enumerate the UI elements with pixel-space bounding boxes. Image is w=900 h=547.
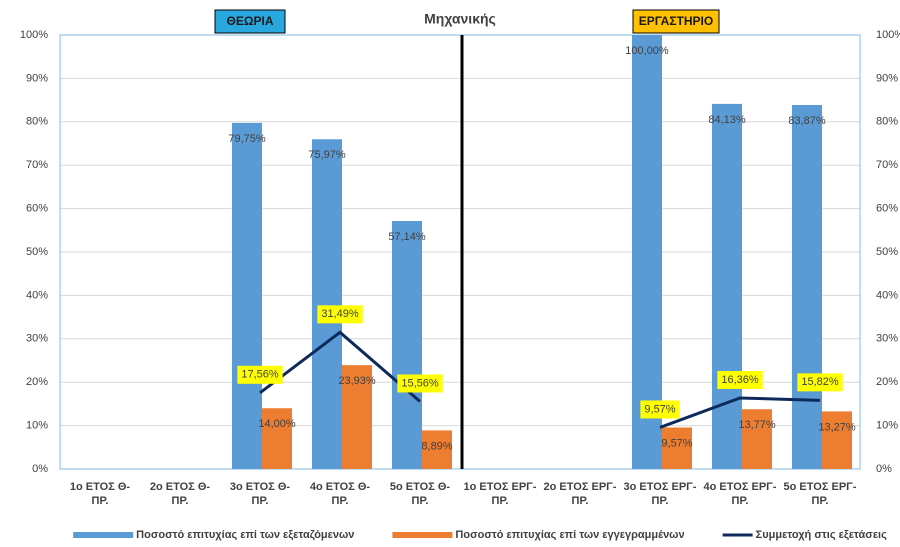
annotation: ΕΡΓΑΣΤΗΡΙΟ	[639, 14, 713, 28]
data-label: 16,36%	[721, 374, 759, 386]
data-label-box	[237, 365, 283, 384]
y2-tick-label: 20%	[876, 376, 898, 388]
x-tick-label: 2ο ΕΤΟΣ ΕΡΓ- ΠΡ.	[543, 481, 617, 507]
annotation-box	[214, 9, 286, 34]
x-tick-label: 5ο ΕΤΟΣ ΕΡΓ- ΠΡ.	[783, 481, 857, 507]
bar	[792, 105, 822, 469]
y2-tick-label: 100%	[876, 29, 900, 41]
y2-tick-label: 0%	[876, 463, 892, 475]
data-label: 9,57%	[661, 437, 692, 449]
legend-label: Συμμετοχή στις εξετάσεις	[756, 529, 887, 541]
bar	[662, 427, 692, 469]
y-tick-label: 40%	[26, 289, 48, 301]
bar	[822, 411, 852, 469]
legend-item: Συμμετοχή στις εξετάσεις	[722, 529, 887, 541]
line	[659, 396, 821, 429]
y-tick-label: 50%	[26, 246, 48, 258]
legend-label: Ποσοστό επιτυχίας επί των εγγεγραμμένων	[455, 529, 684, 541]
data-label: 15,82%	[801, 376, 839, 388]
legend-item: Ποσοστό επιτυχίας επί των εγγεγραμμένων	[392, 529, 685, 541]
y2-tick-label: 60%	[876, 203, 898, 215]
data-label: 84,13%	[708, 114, 746, 126]
legend-item: Ποσοστό επιτυχίας επί των εξεταζόμενων	[73, 529, 354, 541]
bar	[262, 408, 292, 469]
bar	[632, 35, 662, 469]
x-tick-label: 1ο ΕΤΟΣ ΕΡΓ- ΠΡ.	[463, 481, 537, 507]
y2-tick-label: 30%	[876, 333, 898, 345]
y-tick-label: 90%	[26, 72, 48, 84]
data-label: 57,14%	[388, 231, 426, 243]
annotation-box	[632, 9, 720, 34]
data-label: 100,00%	[625, 45, 669, 57]
data-label: 79,75%	[228, 133, 266, 145]
data-label: 13,77%	[738, 419, 776, 431]
y-tick-label: 80%	[26, 116, 48, 128]
y2-tick-label: 10%	[876, 420, 898, 432]
data-label: 83,87%	[788, 115, 826, 127]
data-label: 17,56%	[241, 369, 279, 381]
data-label-box	[717, 370, 763, 389]
data-label: 75,97%	[308, 149, 346, 161]
x-tick-label: 4ο ΕΤΟΣ ΕΡΓ- ΠΡ.	[703, 481, 777, 507]
data-label: 9,57%	[644, 403, 675, 415]
y-tick-label: 10%	[26, 420, 48, 432]
bar	[742, 409, 772, 469]
y2-tick-label: 80%	[876, 116, 898, 128]
data-label-box	[397, 374, 443, 393]
y-tick-label: 60%	[26, 203, 48, 215]
bar	[392, 221, 422, 469]
legend-label: Ποσοστό επιτυχίας επί των εξεταζόμενων	[136, 529, 354, 541]
y2-tick-label: 90%	[876, 72, 898, 84]
data-label: 31,49%	[321, 308, 359, 320]
data-label-box	[317, 305, 363, 324]
chart-title: Μηχανικής	[424, 11, 496, 27]
legend-swatch	[73, 532, 134, 538]
data-label: 14,00%	[258, 418, 296, 430]
legend-swatch	[392, 532, 453, 538]
y2-tick-label: 40%	[876, 289, 898, 301]
x-tick-label: 3ο ΕΤΟΣ Θ- ΠΡ.	[229, 481, 291, 507]
y-tick-label: 100%	[20, 29, 48, 41]
y-tick-label: 0%	[32, 463, 48, 475]
bar	[422, 430, 452, 469]
y-tick-label: 20%	[26, 376, 48, 388]
y2-tick-label: 50%	[876, 246, 898, 258]
data-label: 13,27%	[818, 421, 856, 433]
x-tick-label: 3ο ΕΤΟΣ ΕΡΓ- ΠΡ.	[623, 481, 697, 507]
data-label: 8,89%	[421, 440, 452, 452]
x-tick-label: 2ο ΕΤΟΣ Θ- ΠΡ.	[149, 481, 211, 507]
x-tick-label: 4ο ΕΤΟΣ Θ- ΠΡ.	[309, 481, 371, 507]
bar	[342, 365, 372, 469]
annotation: ΘΕΩΡΙΑ	[227, 14, 274, 28]
x-tick-label: 5ο ΕΤΟΣ Θ- ΠΡ.	[389, 481, 451, 507]
line	[259, 330, 421, 403]
y2-tick-label: 70%	[876, 159, 898, 171]
data-label: 15,56%	[401, 377, 439, 389]
bar	[312, 139, 342, 469]
data-label-box	[797, 373, 843, 392]
plot-border	[59, 34, 861, 470]
data-label-box	[640, 400, 680, 419]
y-tick-label: 70%	[26, 159, 48, 171]
x-tick-label: 1ο ΕΤΟΣ Θ- ΠΡ.	[69, 481, 131, 507]
y-tick-label: 30%	[26, 333, 48, 345]
bar	[712, 103, 742, 470]
data-label: 23,93%	[338, 375, 376, 387]
bar	[232, 122, 262, 469]
